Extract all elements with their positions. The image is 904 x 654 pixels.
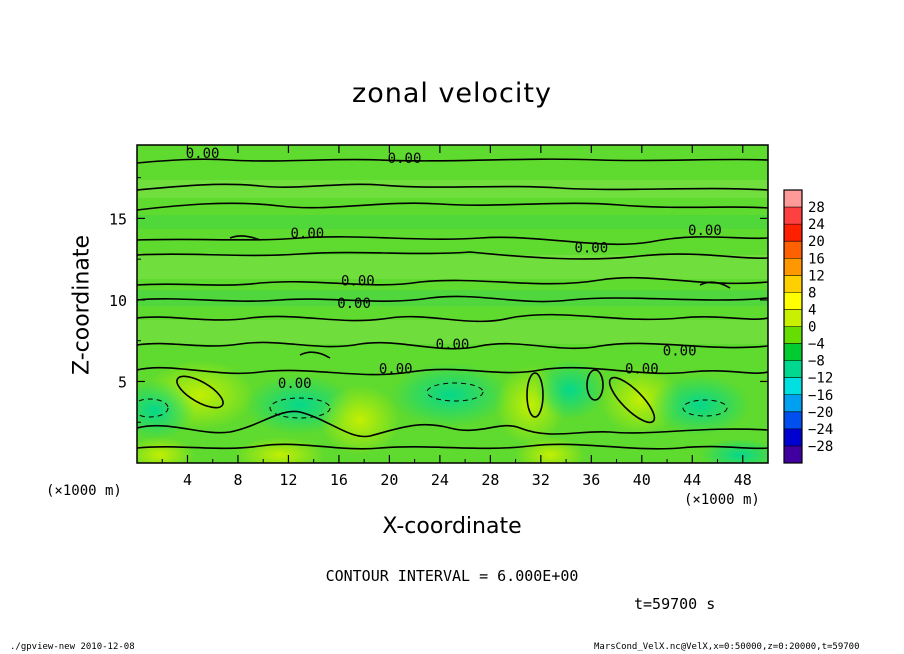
colorbar-swatch xyxy=(784,309,802,327)
colorbar-label: −16 xyxy=(808,388,833,404)
contour-label: 0.00 xyxy=(688,223,722,239)
colorbar-swatch xyxy=(784,241,802,259)
colorbar-swatch xyxy=(784,258,802,276)
time-label: t=59700 s xyxy=(634,595,716,613)
colorbar-label: 12 xyxy=(808,268,825,284)
chart-title: zonal velocity xyxy=(352,78,552,109)
contour-label: 0.00 xyxy=(625,361,659,377)
y-tick-label: 15 xyxy=(109,210,127,228)
x-tick-label: 12 xyxy=(279,471,297,489)
footer-left: ./gpview-new 2010-12-08 xyxy=(10,642,135,652)
contour-label: 0.00 xyxy=(186,146,220,162)
contour-labels: 0.00 0.000.00 0.000.000.000.000.00 0.000.00… xyxy=(186,146,722,392)
colorbar-swatch xyxy=(784,428,802,447)
contour-label: 0.00 xyxy=(574,241,608,257)
colorbar-label: 8 xyxy=(808,285,816,301)
negative-contours xyxy=(137,382,728,419)
colorbar-swatch xyxy=(784,275,802,293)
plot-frame xyxy=(136,144,769,464)
x-tick-label: 36 xyxy=(582,471,600,489)
x-unit-label-right: (×1000 m) xyxy=(684,492,760,508)
colorbar-label: 20 xyxy=(808,234,825,250)
x-axis-label: X-coordinate xyxy=(382,514,522,539)
colorbar-label: 4 xyxy=(808,302,816,318)
x-tick-label: 8 xyxy=(233,471,242,489)
colorbar-swatch xyxy=(784,394,802,413)
x-unit-label-left: (×1000 m) xyxy=(46,483,122,499)
x-axis-ticks: 4 8 12 16 20 24 28 32 36 40 44 48 xyxy=(161,145,752,489)
contour-label: 0.00 xyxy=(379,361,413,377)
contour-label: 0.00 xyxy=(388,151,422,167)
colorbar-swatch xyxy=(784,207,802,225)
colorbar-label: 0 xyxy=(808,320,816,336)
colorbar-label: −24 xyxy=(808,422,833,438)
heatmap-field xyxy=(137,145,768,463)
x-tick-label: 24 xyxy=(431,471,449,489)
contour-label: 0.00 xyxy=(291,226,325,242)
contour-label: 0.00 xyxy=(436,337,470,353)
colorbar-swatch xyxy=(784,360,802,379)
colorbar-label: −4 xyxy=(808,337,825,353)
colorbar-label: 28 xyxy=(808,200,825,216)
contour-label: 0.00 xyxy=(337,296,371,312)
colorbar-swatch xyxy=(784,445,802,464)
x-tick-label: 16 xyxy=(330,471,348,489)
colorbar-label: −12 xyxy=(808,371,833,387)
colorbar-label: −20 xyxy=(808,405,833,421)
colorbar-label: −8 xyxy=(808,354,825,370)
x-tick-label: 20 xyxy=(380,471,398,489)
x-tick-label: 44 xyxy=(683,471,701,489)
colorbar-swatch xyxy=(784,224,802,242)
colorbar-swatch xyxy=(784,190,802,208)
contour-label: 0.00 xyxy=(278,376,312,392)
contour-interval-label: CONTOUR INTERVAL = 6.000E+00 xyxy=(325,567,579,585)
x-tick-label: 40 xyxy=(633,471,651,489)
x-tick-label: 28 xyxy=(481,471,499,489)
footer-right: MarsCond_VelX.nc@VelX,x=0:50000,z=0:2000… xyxy=(594,642,860,652)
x-tick-label: 48 xyxy=(734,471,752,489)
colorbar-swatch xyxy=(784,292,802,310)
colorbar-swatch xyxy=(784,377,802,396)
colorbar-label: −28 xyxy=(808,439,833,455)
colorbar-swatch xyxy=(784,411,802,430)
x-tick-label: 32 xyxy=(532,471,550,489)
colorbar-swatch xyxy=(784,326,802,345)
contour-label: 0.00 xyxy=(663,343,697,359)
y-tick-label: 5 xyxy=(118,373,127,391)
colorbar-swatch xyxy=(784,343,802,362)
y-axis-ticks: 5 10 15 xyxy=(109,177,768,423)
y-tick-label: 10 xyxy=(109,292,127,310)
contour-lines xyxy=(137,158,768,450)
colorbar-label: 24 xyxy=(808,217,825,233)
colorbar-label: 16 xyxy=(808,251,825,267)
x-tick-label: 4 xyxy=(183,471,192,489)
contour-label: 0.00 xyxy=(341,273,375,289)
